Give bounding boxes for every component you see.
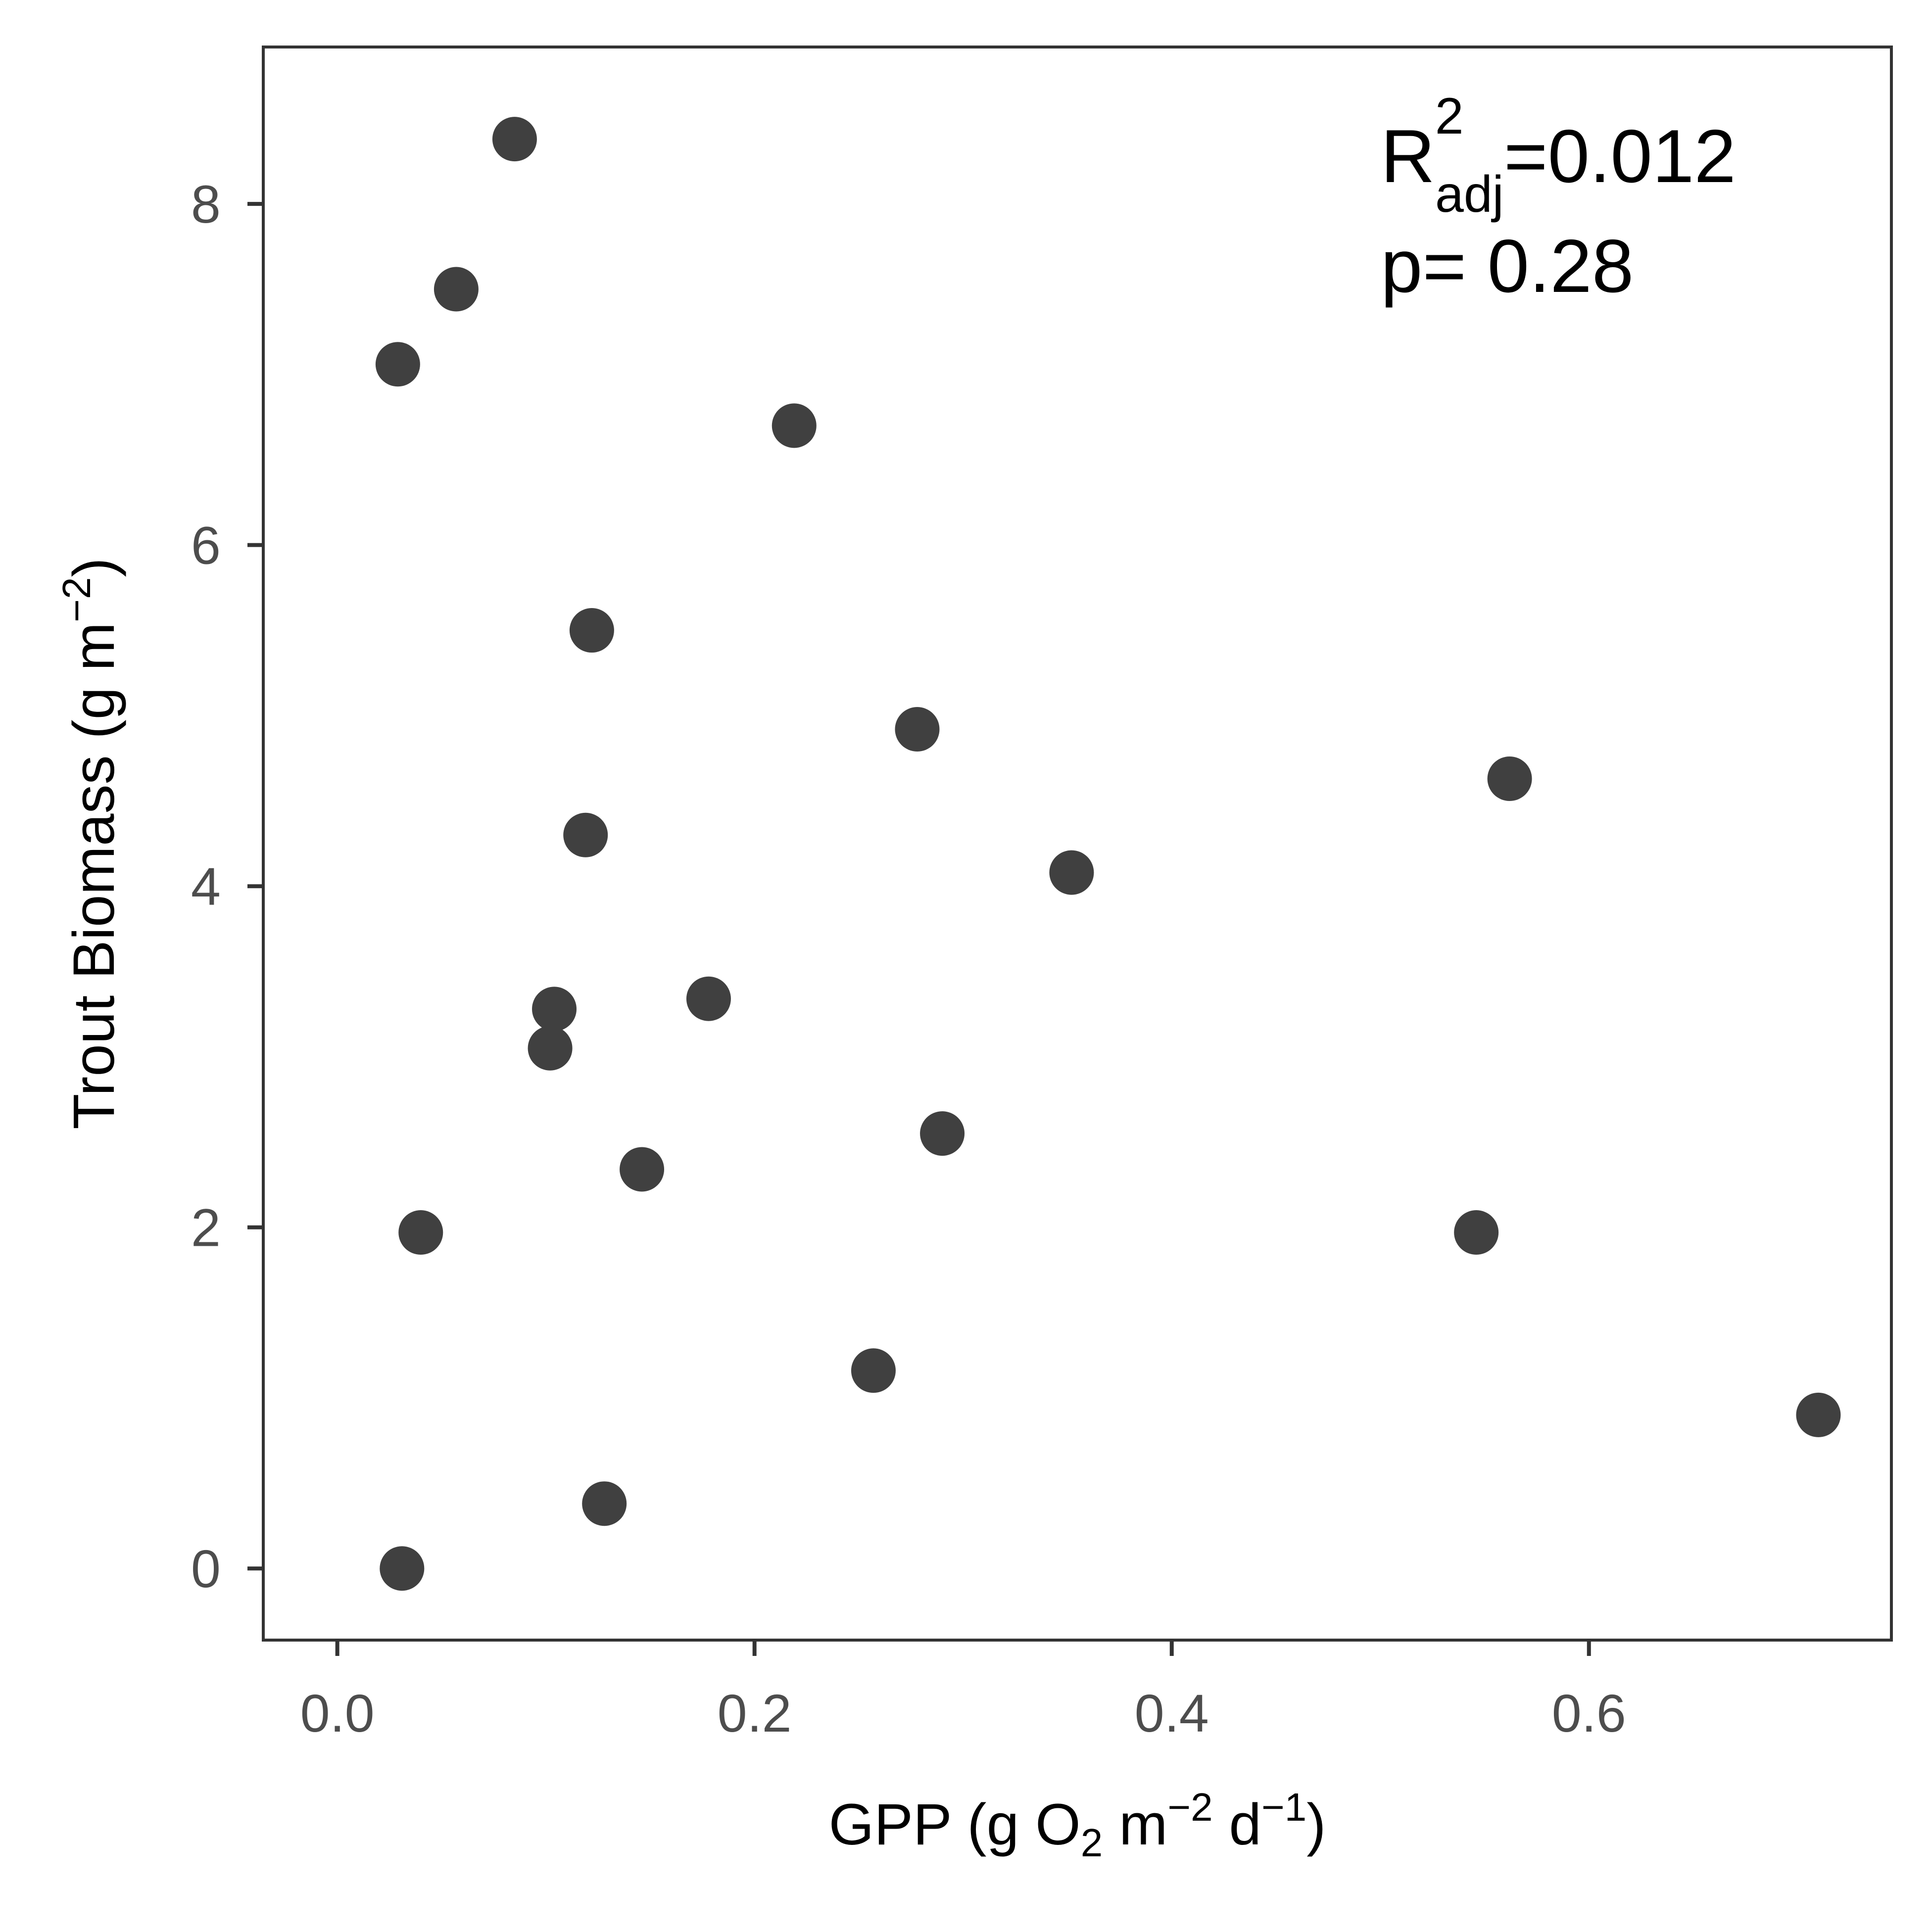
data-point-12 [528,1026,573,1071]
data-point-2 [434,267,479,312]
p-value-text: p= 0.28 [1381,224,1634,308]
x-tick-label: 0.6 [1552,1683,1626,1743]
data-point-20 [380,1546,425,1591]
y-tick-label: 6 [191,516,221,575]
y-axis: 0 2 4 6 8 [191,174,263,1599]
data-point-7 [1487,756,1532,801]
data-point-11 [686,976,731,1021]
data-point-4 [772,403,817,448]
data-point-17 [851,1348,896,1393]
y-tick-label: 0 [191,1539,221,1599]
y-tick-label: 2 [191,1198,221,1258]
x-axis: 0.0 0.2 0.4 0.6 [300,1640,1626,1743]
y-tick-label: 4 [191,856,221,916]
data-point-10 [532,987,577,1032]
x-axis-title: GPP (g O2 m−2 d−1) [828,1785,1326,1865]
y-tick-label: 8 [191,174,221,234]
y-axis-title: Trout Biomass (g m−2) [54,558,127,1130]
x-tick-label: 0.2 [718,1683,792,1743]
points-layer [375,117,1841,1591]
data-point-3 [375,342,420,387]
data-point-6 [895,707,940,752]
plot-frame [262,46,1893,1642]
data-point-14 [620,1147,665,1192]
data-point-19 [582,1481,627,1526]
data-point-18 [1796,1392,1841,1437]
stats-annotation: R2 adj=0.012 p= 0.28 [1381,88,1736,308]
data-point-16 [1454,1210,1499,1255]
x-tick-label: 0.0 [300,1683,375,1743]
data-point-9 [1049,850,1094,895]
data-point-13 [920,1111,965,1156]
data-point-15 [398,1210,443,1255]
r-squared-text: R2 adj=0.012 [1381,88,1736,223]
x-tick-label: 0.4 [1135,1683,1209,1743]
data-point-1 [492,117,537,162]
data-point-5 [569,608,614,653]
data-point-8 [563,812,608,857]
